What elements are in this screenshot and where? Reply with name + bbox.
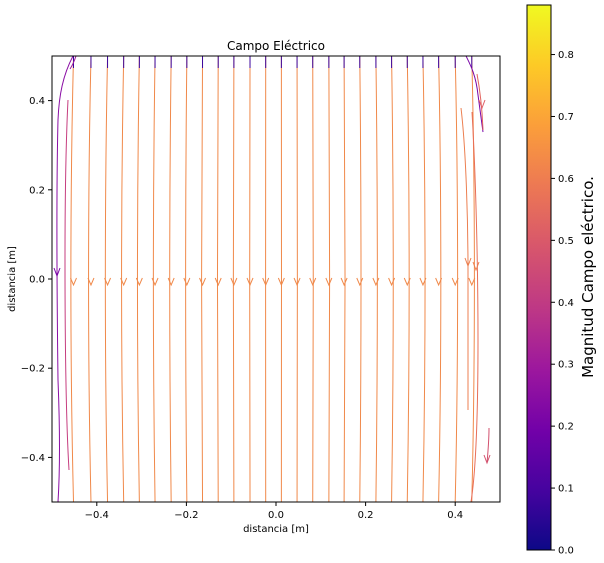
colorbar-tick-label: 0.8 [558, 50, 574, 61]
streamline [169, 56, 172, 502]
y-axis-ticks: −0.4 −0.2 0.0 0.2 0.4 [21, 96, 52, 464]
streamline-arrow [468, 277, 476, 287]
streamline-arrow [104, 277, 112, 287]
arrow-edge-right-lower [483, 454, 491, 465]
streamline [422, 56, 426, 502]
x-tick-label: −0.2 [174, 510, 198, 521]
streamline-arrow [262, 277, 270, 287]
x-axis-label: distancia [m] [243, 524, 309, 535]
colorbar-frame [526, 4, 552, 551]
streamline [152, 56, 156, 502]
streamline-arrow [277, 277, 285, 287]
streamline-arrow [356, 277, 364, 287]
y-tick-label: −0.2 [21, 364, 45, 375]
streamline-edge-left-outer [56, 56, 74, 502]
arrow-edge-right-mid2 [472, 261, 480, 272]
x-tick-label: 0.2 [358, 510, 374, 521]
y-tick-label: 0.2 [29, 185, 45, 196]
colorbar-tick-label: 0.1 [558, 484, 574, 495]
streamline [121, 56, 125, 502]
colorbar [527, 5, 551, 550]
colorbar-tick-label: 0.3 [558, 360, 574, 371]
streamline [312, 56, 314, 502]
streamline-arrow [419, 277, 427, 287]
streamline-edge-right-top [465, 56, 484, 133]
x-tick-label: 0.0 [268, 510, 284, 521]
y-axis-label: distancia [m] [7, 246, 18, 312]
streamline [185, 56, 188, 502]
streamline-arrow [87, 277, 95, 287]
edge-streamlines [53, 56, 491, 502]
streamline-arrow [309, 277, 317, 287]
streamline-edge-left-top [69, 56, 77, 70]
streamline-edge-right-upper [476, 73, 484, 131]
streamline-edge-right-outer [470, 111, 479, 502]
streamline [359, 56, 362, 502]
plot-area [52, 56, 500, 502]
x-tick-label: −0.4 [85, 510, 109, 521]
streamline-edge-left-inner [64, 99, 70, 471]
y-tick-label: 0.0 [29, 275, 45, 286]
y-tick-label: −0.4 [21, 453, 45, 464]
colorbar-tick-label: 0.0 [558, 546, 574, 557]
streamline-edge-right-mid [460, 107, 469, 410]
streamline-arrow [403, 277, 411, 287]
colorbar-tick-label: 0.6 [558, 174, 574, 185]
y-tick-label: 0.4 [29, 96, 45, 107]
streamline [137, 56, 140, 502]
streamline-arrow [293, 277, 301, 287]
streamline-arrow [340, 277, 348, 287]
streamline-arrow [183, 277, 191, 287]
streamline-arrow [388, 277, 396, 287]
streamline-edge-right-lower [486, 427, 490, 464]
x-tick-label: 0.4 [447, 510, 463, 521]
streamline [343, 56, 346, 502]
streamline-arrow [70, 277, 77, 287]
colorbar-tick-label: 0.2 [558, 422, 574, 433]
arrow-edge-right-upper [478, 99, 486, 110]
streamline-arrow [246, 277, 254, 287]
chart-title: Campo Eléctrico [227, 39, 325, 53]
colorbar-label: Magnitud Campo eléctrico. [579, 176, 597, 378]
streamline [375, 56, 378, 502]
streamline-arrow [120, 277, 128, 287]
streamline [406, 56, 410, 502]
streamline [391, 56, 394, 502]
streamline-arrow [199, 277, 206, 287]
colorbar-tick-label: 0.5 [558, 236, 574, 247]
streamline-arrow [167, 277, 175, 287]
colorbar-ticks: 0.0 0.1 0.2 0.3 0.4 0.5 0.6 0.7 0.8 [551, 50, 574, 557]
streamlines [70, 56, 476, 502]
streamline [328, 56, 331, 502]
arrow-edge-left [53, 267, 61, 278]
streamline [216, 56, 219, 502]
streamline [232, 56, 235, 502]
colorbar-tick-label: 0.7 [558, 112, 574, 123]
streamline-arrow [135, 277, 143, 287]
streamline-arrow [451, 277, 459, 287]
streamline-arrow [435, 277, 443, 287]
streamline-arrow [325, 277, 333, 287]
x-axis-ticks: −0.4 −0.2 0.0 0.2 0.4 [85, 502, 463, 521]
colorbar-tick-label: 0.4 [558, 298, 574, 309]
arrow-edge-right-mid [464, 257, 472, 268]
streamline [201, 56, 204, 502]
streamline-arrow [230, 277, 238, 287]
streamline-arrow [372, 277, 380, 287]
streamline-arrow [151, 277, 159, 287]
streamline-arrow [214, 277, 222, 287]
